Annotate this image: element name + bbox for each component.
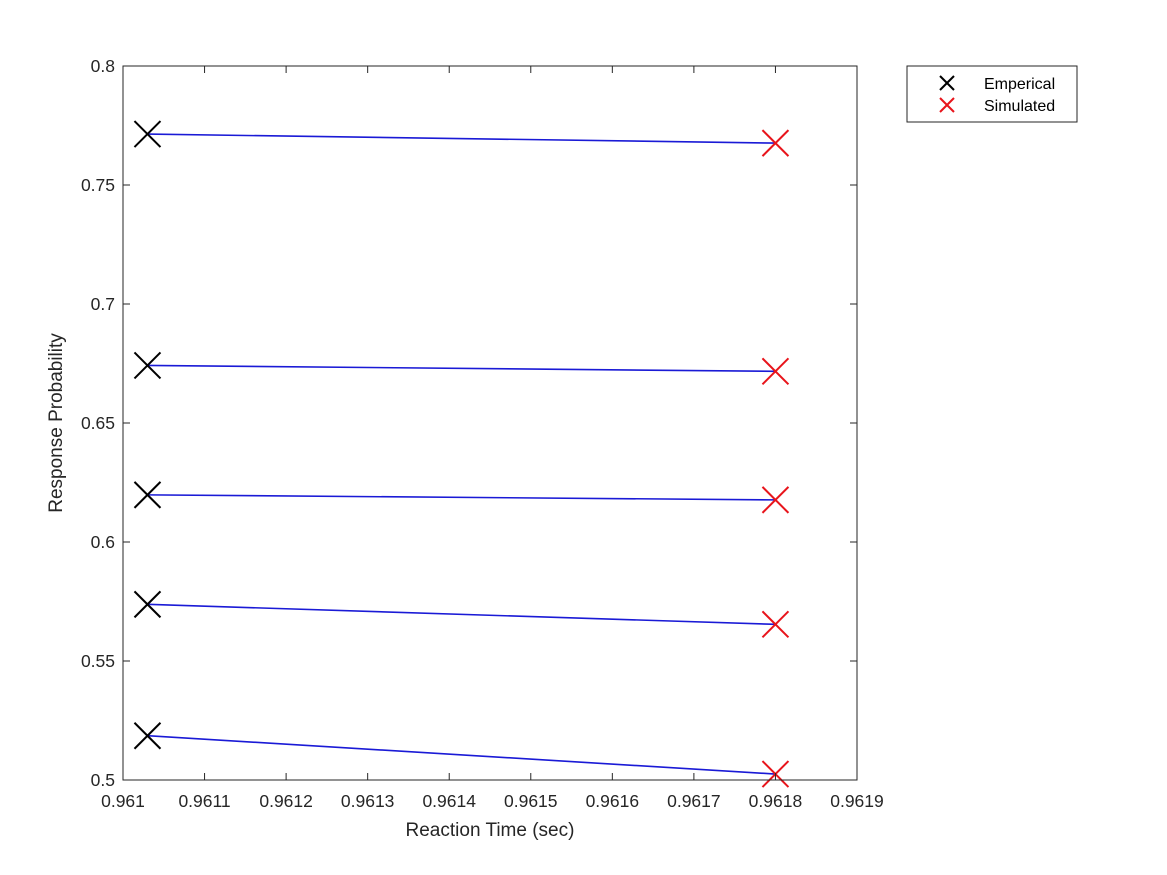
x-tick-label: 0.9618: [749, 791, 803, 811]
data-markers: [133, 120, 790, 788]
y-tick-label: 0.8: [91, 56, 115, 76]
x-tick-label: 0.9611: [178, 791, 230, 811]
x-tick-label: 0.9619: [830, 791, 884, 811]
x-tick-label: 0.961: [101, 791, 145, 811]
plot-area: [123, 66, 857, 780]
x-tick-label: 0.9617: [667, 791, 721, 811]
y-tick-label: 0.55: [81, 651, 115, 671]
connector-line: [147, 494, 776, 501]
y-axis-label: Response Probability: [46, 333, 67, 513]
legend: Emperical Simulated: [906, 65, 1078, 123]
legend-box: [906, 65, 1078, 123]
marker-emperical: [133, 722, 162, 750]
marker-emperical: [133, 120, 162, 148]
y-tick-label: 0.7: [91, 294, 115, 314]
y-tick-label: 0.75: [81, 175, 115, 195]
y-tick-label: 0.65: [81, 413, 115, 433]
connector-line: [147, 364, 776, 373]
x-tick-label: 0.9615: [504, 791, 558, 811]
legend-label-simulated: Simulated: [984, 98, 1055, 115]
x-axis-ticks: 0.961 0.9611 0.9612 0.9613 0.9614 0.9615 0.961…: [101, 66, 884, 811]
connector-line: [147, 603, 776, 626]
legend-marker-emperical: [939, 75, 955, 91]
x-tick-label: 0.9613: [341, 791, 395, 811]
x-tick-label: 0.9614: [422, 791, 476, 811]
marker-emperical: [133, 590, 162, 619]
y-tick-label: 0.5: [91, 770, 115, 790]
marker-emperical: [133, 351, 162, 380]
y-axis-ticks: 0.5 0.55 0.6 0.65 0.7 0.75 0.8: [81, 56, 857, 790]
marker-simulated: [761, 486, 790, 514]
connector-lines: [147, 133, 776, 775]
connector-line: [147, 734, 776, 775]
x-axis-label: Reaction Time (sec): [406, 820, 575, 841]
marker-simulated: [761, 129, 790, 157]
y-tick-label: 0.6: [91, 532, 115, 552]
x-tick-label: 0.9612: [259, 791, 313, 811]
marker-emperical: [133, 481, 162, 509]
x-tick-label: 0.9616: [586, 791, 640, 811]
legend-label-emperical: Emperical: [984, 76, 1055, 93]
legend-marker-simulated: [939, 97, 955, 113]
connector-line: [147, 133, 776, 144]
marker-simulated: [761, 357, 790, 386]
marker-simulated: [761, 610, 790, 639]
